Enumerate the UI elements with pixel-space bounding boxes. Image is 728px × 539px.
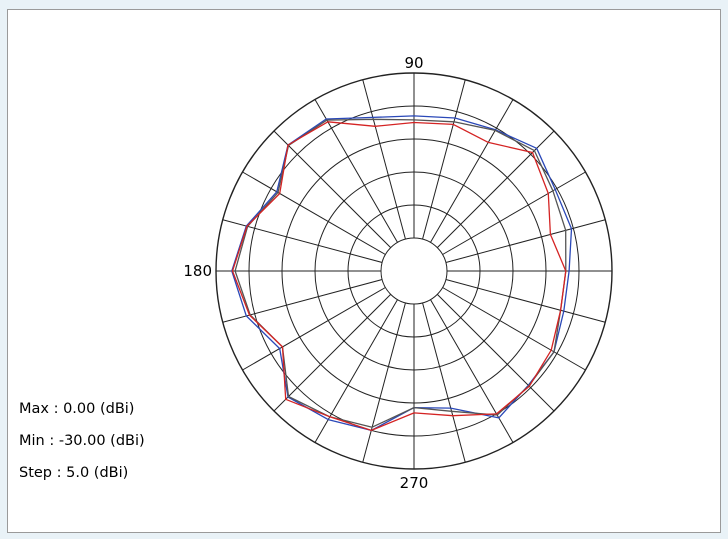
grid-ring: [380, 237, 448, 305]
grid-spoke: [314, 99, 398, 243]
grid-spoke: [442, 171, 586, 255]
grid-spoke: [362, 302, 406, 463]
series-trace-3: [231, 121, 567, 432]
grid-spoke: [362, 79, 406, 240]
grid-spoke: [445, 219, 606, 263]
angle-label-180: 180: [183, 262, 212, 280]
grid-spoke: [430, 99, 514, 243]
grid-spoke: [430, 299, 514, 443]
grid-spoke: [242, 287, 386, 371]
step-label: Step : 5.0 (dBi): [19, 465, 128, 481]
grid-spoke: [314, 299, 398, 443]
max-label: Max : 0.00 (dBi): [19, 401, 134, 417]
grid-spoke: [422, 79, 466, 240]
grid-spoke: [242, 171, 386, 255]
series-trace-2: [234, 118, 567, 428]
grid-spoke: [445, 279, 606, 323]
polar-grid: [215, 72, 613, 470]
grid-spoke: [273, 293, 392, 412]
polar-traces: [231, 115, 573, 432]
grid-spoke: [273, 130, 392, 249]
angle-labels: 90 180 270: [183, 54, 428, 492]
min-label: Min : -30.00 (dBi): [19, 433, 145, 449]
angle-label-90: 90: [404, 54, 423, 72]
grid-spoke: [442, 287, 586, 371]
series-trace-1: [231, 115, 573, 432]
grid-spoke: [436, 293, 555, 412]
grid-spoke: [222, 219, 383, 263]
grid-spoke: [422, 302, 466, 463]
angle-label-270: 270: [400, 474, 429, 492]
